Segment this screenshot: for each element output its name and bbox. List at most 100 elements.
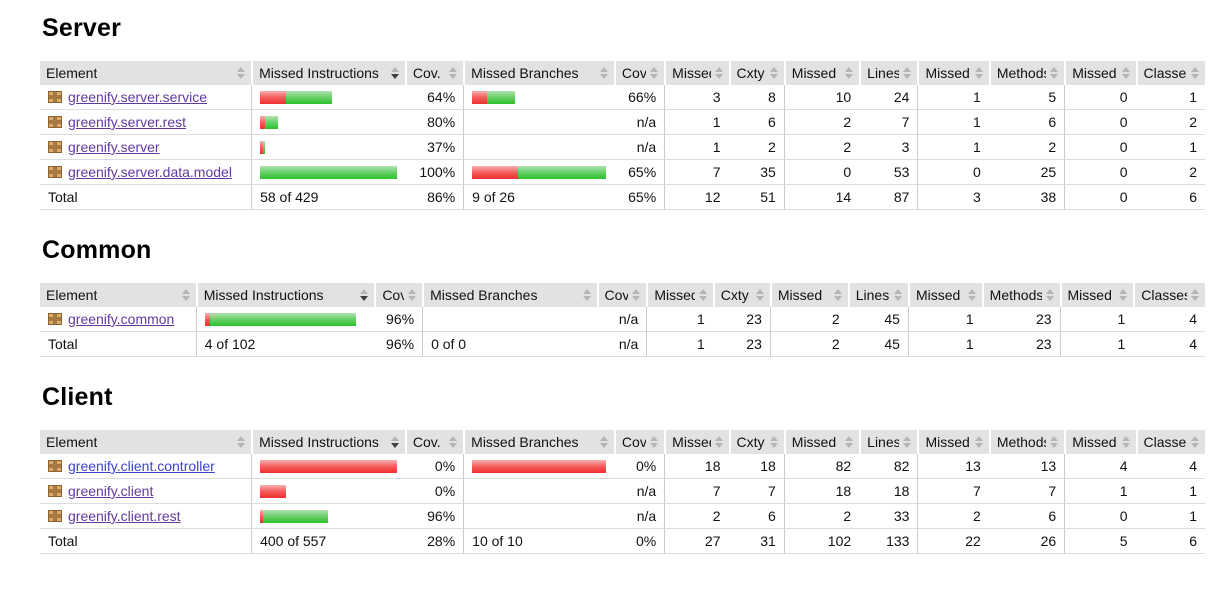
metric-cell-missed_methods: 7 [917, 479, 989, 504]
column-header-missed-11[interactable]: Missed [1064, 61, 1136, 85]
sort-icon [845, 67, 854, 79]
package-link[interactable]: greenify.common [68, 311, 175, 327]
column-label: Cov. [621, 65, 646, 81]
metric-cell-branch_cov: n/a [613, 504, 665, 529]
element-cell-content: greenify.server [48, 139, 243, 155]
column-header-missed-11[interactable]: Missed [1059, 283, 1134, 307]
total-metric-cell-classes: 6 [1135, 529, 1205, 554]
element-cell: greenify.server [40, 135, 252, 160]
sort-icon [237, 67, 246, 79]
covered-bar [265, 115, 279, 129]
column-header-cov-2[interactable]: Cov. [404, 430, 464, 454]
package-link[interactable]: greenify.client [68, 483, 154, 499]
coverage-table-client: Element Missed Instructions Cov. Missed Bra… [40, 430, 1205, 554]
column-header-missed-9[interactable]: Missed [917, 430, 989, 454]
header-cell-content: Classes [1144, 434, 1199, 450]
column-header-cov-2[interactable]: Cov. [374, 283, 423, 307]
column-header-missed-9[interactable]: Missed [907, 283, 982, 307]
header-row: Element Missed Instructions Cov. Missed Bra… [40, 61, 1205, 85]
column-header-classes-12[interactable]: Classes [1135, 61, 1205, 85]
sort-up-arrow [714, 67, 723, 72]
package-link[interactable]: greenify.server [68, 139, 160, 155]
sort-up-arrow [599, 67, 608, 72]
sort-up-arrow [714, 436, 723, 441]
package-link[interactable]: greenify.server.data.model [68, 164, 232, 180]
header-cell-content: Missed [925, 434, 983, 450]
column-header-element[interactable]: Element [40, 430, 252, 454]
sort-icon [449, 436, 458, 448]
sort-up-arrow [449, 436, 458, 441]
column-label: Methods [996, 65, 1047, 81]
column-header-missed-instructions[interactable]: Missed Instructions [251, 61, 405, 85]
sort-up-arrow [237, 436, 246, 441]
column-header-classes-12[interactable]: Classes [1133, 283, 1205, 307]
column-header-missed-branches[interactable]: Missed Branches [422, 283, 597, 307]
column-header-missed-7[interactable]: Missed [783, 430, 860, 454]
coverage-bar-cell [251, 110, 405, 135]
total-metric-cell-lines: 133 [859, 529, 918, 554]
sort-icon [903, 436, 912, 448]
sort-desc-icon [390, 436, 399, 448]
column-header-cov-4[interactable]: Cov. [613, 61, 665, 85]
column-header-missed-instructions[interactable]: Missed Instructions [195, 283, 375, 307]
column-label: Lines [867, 434, 900, 450]
column-header-cxty-6[interactable]: Cxty [728, 430, 784, 454]
column-label: Cov. [621, 434, 646, 450]
column-label: Cxty [736, 65, 765, 81]
column-header-lines-8[interactable]: Lines [859, 430, 918, 454]
metric-cell-instr_cov: 100% [404, 160, 464, 185]
metric-cell-missed_lines: 2 [783, 110, 860, 135]
sort-icon [769, 67, 778, 79]
missed-bar [260, 140, 264, 154]
column-header-missed-9[interactable]: Missed [917, 61, 989, 85]
element-cell: greenify.server.data.model [40, 160, 252, 185]
column-header-element[interactable]: Element [40, 61, 252, 85]
metric-cell-methods: 6 [988, 504, 1065, 529]
column-label: Classes [1143, 65, 1187, 81]
column-header-cov-4[interactable]: Cov. [613, 430, 665, 454]
coverage-bar-cell [463, 479, 614, 504]
column-header-missed-instructions[interactable]: Missed Instructions [251, 430, 405, 454]
column-label: Missed Instructions [259, 65, 379, 81]
column-header-missed-5[interactable]: Missed [646, 283, 713, 307]
total-metric-cell-missed_classes: 1 [1059, 332, 1134, 357]
sort-down-arrow [893, 296, 902, 301]
sort-icon [237, 436, 246, 448]
column-header-lines-8[interactable]: Lines [859, 61, 918, 85]
column-header-methods-10[interactable]: Methods [981, 283, 1060, 307]
sort-up-arrow [1045, 289, 1054, 294]
column-header-element[interactable]: Element [40, 283, 196, 307]
column-header-methods-10[interactable]: Methods [988, 430, 1065, 454]
column-header-missed-7[interactable]: Missed [783, 61, 860, 85]
sort-down-arrow [599, 74, 608, 79]
column-header-missed-11[interactable]: Missed [1064, 430, 1136, 454]
column-header-missed-branches[interactable]: Missed Branches [463, 430, 614, 454]
metric-cell-cxty: 23 [712, 307, 770, 332]
column-header-cov-4[interactable]: Cov. [596, 283, 647, 307]
sort-down-arrow [769, 74, 778, 79]
package-link[interactable]: greenify.server.rest [68, 114, 187, 130]
column-header-cxty-6[interactable]: Cxty [728, 61, 784, 85]
sort-up-arrow [650, 67, 659, 72]
element-cell: greenify.common [40, 307, 196, 332]
column-header-missed-7[interactable]: Missed [769, 283, 848, 307]
column-label: Cov. [412, 434, 441, 450]
column-header-lines-8[interactable]: Lines [847, 283, 908, 307]
column-header-methods-10[interactable]: Methods [988, 61, 1065, 85]
sort-desc-icon [360, 289, 369, 301]
column-header-missed-branches[interactable]: Missed Branches [463, 61, 614, 85]
metric-cell-classes: 1 [1135, 135, 1205, 160]
package-link[interactable]: greenify.client.rest [68, 508, 181, 524]
column-label: Missed [791, 434, 837, 450]
sort-icon [903, 67, 912, 79]
header-cell-content: Missed [1068, 287, 1128, 303]
column-header-missed-5[interactable]: Missed [664, 430, 729, 454]
package-link[interactable]: greenify.client.controller [68, 458, 215, 474]
package-link[interactable]: greenify.server.service [68, 89, 208, 105]
column-label: Missed [791, 65, 837, 81]
column-header-cov-2[interactable]: Cov. [404, 61, 464, 85]
column-header-classes-12[interactable]: Classes [1135, 430, 1205, 454]
column-header-missed-5[interactable]: Missed [664, 61, 729, 85]
column-header-cxty-6[interactable]: Cxty [712, 283, 770, 307]
total-metric-cell-methods: 38 [988, 185, 1065, 210]
